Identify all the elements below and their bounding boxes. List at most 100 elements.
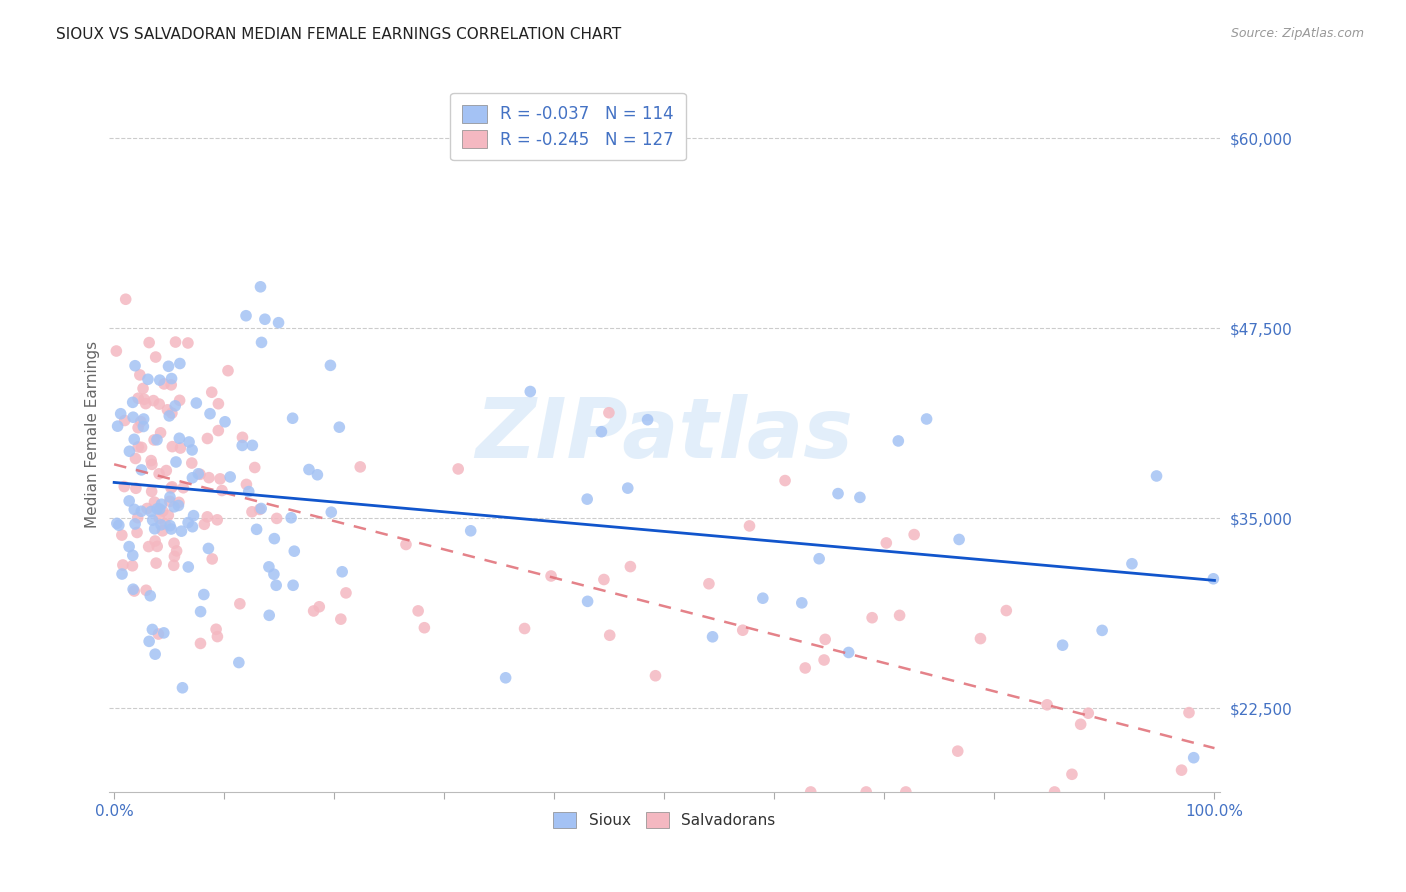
- Point: [243, 460, 266, 475]
- Point: [800, 785, 823, 799]
- Point: [250, 501, 273, 516]
- Point: [167, 499, 190, 513]
- Point: [1182, 750, 1205, 764]
- Point: [111, 558, 134, 572]
- Point: [111, 528, 134, 542]
- Point: [139, 589, 162, 603]
- Point: [217, 364, 239, 378]
- Point: [773, 474, 796, 488]
- Point: [114, 292, 136, 306]
- Point: [124, 516, 146, 531]
- Point: [209, 472, 232, 486]
- Point: [134, 392, 156, 407]
- Point: [177, 335, 200, 350]
- Point: [308, 599, 330, 614]
- Point: [187, 467, 209, 481]
- Point: [172, 681, 194, 695]
- Point: [125, 481, 148, 495]
- Point: [298, 462, 321, 476]
- Point: [619, 559, 641, 574]
- Point: [1091, 624, 1114, 638]
- Point: [127, 510, 149, 524]
- Point: [205, 513, 228, 527]
- Point: [157, 409, 180, 423]
- Point: [142, 393, 165, 408]
- Point: [207, 397, 229, 411]
- Point: [576, 594, 599, 608]
- Point: [246, 522, 269, 536]
- Point: [131, 463, 153, 477]
- Point: [576, 492, 599, 507]
- Point: [1060, 767, 1083, 781]
- Point: [193, 517, 215, 532]
- Point: [169, 393, 191, 408]
- Point: [163, 536, 186, 550]
- Point: [141, 458, 163, 472]
- Point: [188, 467, 211, 482]
- Point: [328, 420, 350, 434]
- Point: [181, 442, 204, 457]
- Point: [253, 312, 276, 326]
- Point: [591, 425, 613, 439]
- Point: [887, 434, 910, 448]
- Y-axis label: Median Female Earnings: Median Female Earnings: [86, 341, 100, 528]
- Text: ZIPatlas: ZIPatlas: [475, 394, 853, 475]
- Point: [146, 433, 169, 447]
- Point: [136, 501, 159, 516]
- Point: [155, 464, 177, 478]
- Point: [201, 552, 224, 566]
- Point: [195, 509, 218, 524]
- Point: [519, 384, 541, 399]
- Point: [118, 540, 141, 554]
- Point: [157, 508, 180, 523]
- Point: [148, 511, 170, 525]
- Point: [794, 661, 817, 675]
- Point: [460, 524, 482, 538]
- Point: [808, 551, 831, 566]
- Point: [249, 502, 271, 516]
- Point: [138, 540, 160, 554]
- Point: [159, 494, 181, 508]
- Point: [177, 516, 200, 530]
- Point: [231, 430, 253, 444]
- Point: [849, 491, 872, 505]
- Point: [1178, 706, 1201, 720]
- Point: [205, 622, 228, 636]
- Point: [162, 440, 184, 454]
- Point: [148, 627, 170, 641]
- Point: [894, 785, 917, 799]
- Point: [702, 630, 724, 644]
- Point: [124, 359, 146, 373]
- Point: [163, 500, 186, 514]
- Point: [149, 502, 172, 516]
- Point: [107, 419, 129, 434]
- Point: [160, 522, 183, 536]
- Text: Source: ZipAtlas.com: Source: ZipAtlas.com: [1230, 27, 1364, 40]
- Point: [122, 502, 145, 516]
- Point: [153, 376, 176, 391]
- Point: [731, 624, 754, 638]
- Point: [128, 368, 150, 382]
- Point: [257, 559, 280, 574]
- Point: [263, 532, 285, 546]
- Point: [413, 621, 436, 635]
- Point: [163, 558, 186, 573]
- Point: [1202, 572, 1225, 586]
- Point: [143, 495, 166, 509]
- Point: [329, 612, 352, 626]
- Point: [1043, 785, 1066, 799]
- Point: [644, 669, 666, 683]
- Point: [280, 510, 302, 524]
- Point: [139, 504, 162, 518]
- Point: [132, 419, 155, 434]
- Point: [149, 373, 172, 387]
- Point: [238, 484, 260, 499]
- Point: [1052, 638, 1074, 652]
- Point: [169, 441, 191, 455]
- Point: [125, 525, 148, 540]
- Point: [249, 280, 271, 294]
- Point: [264, 578, 287, 592]
- Point: [138, 335, 160, 350]
- Point: [447, 462, 470, 476]
- Point: [131, 441, 153, 455]
